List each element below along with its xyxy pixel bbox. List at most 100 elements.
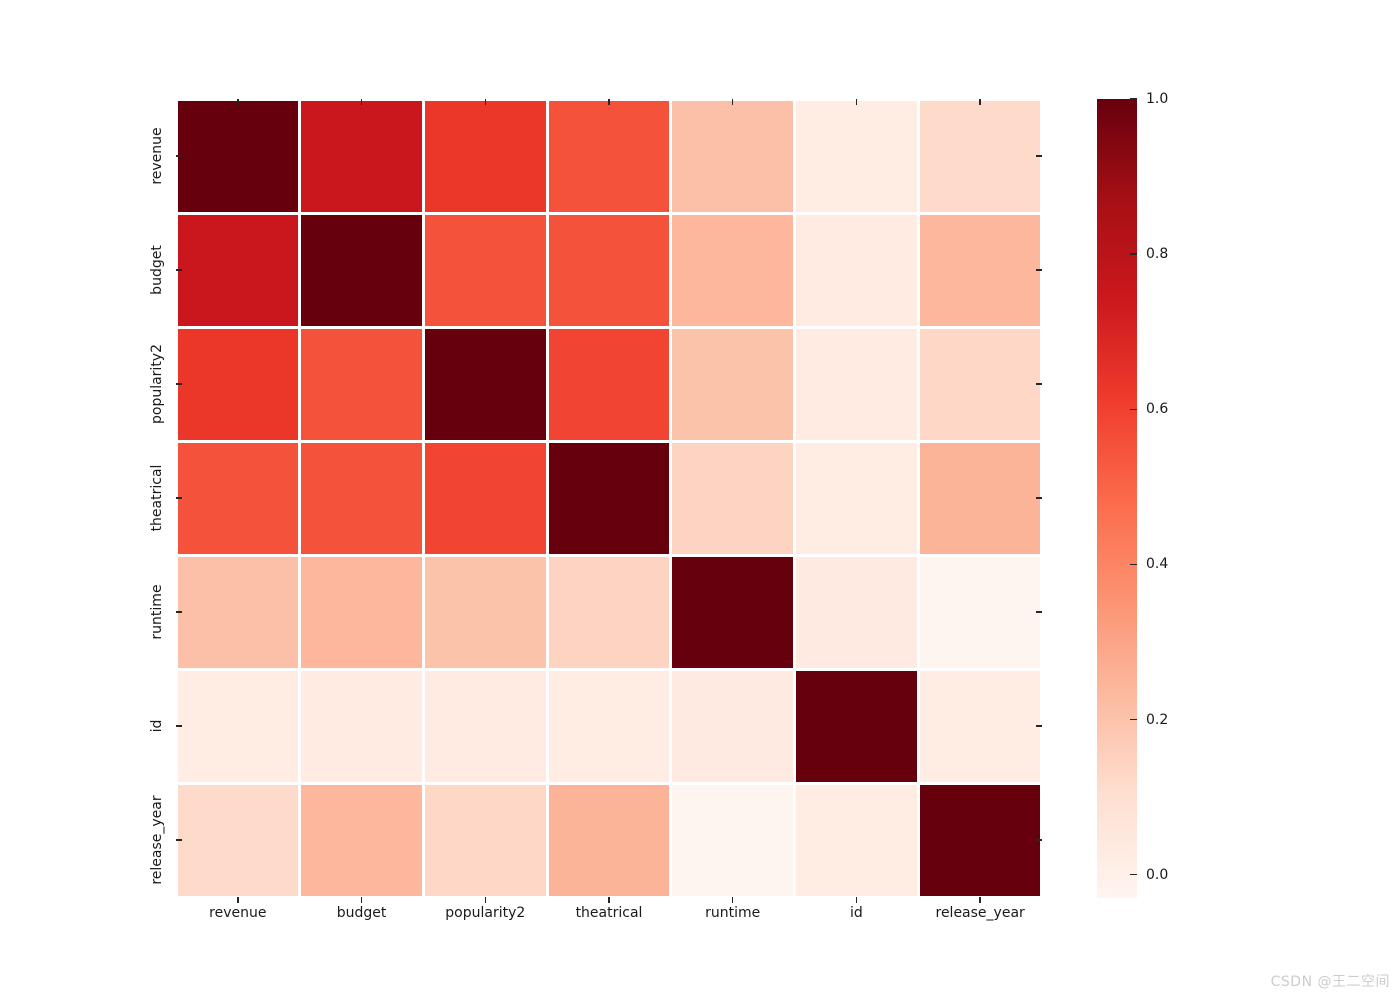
colorbar [1097,99,1137,898]
colorbar-tick [1130,563,1137,566]
heatmap-cell [424,100,546,212]
x-tick-label: runtime [705,905,761,921]
heatmap-cell [672,784,794,896]
heatmap-cell [796,442,917,554]
heatmap-cell [177,670,299,782]
colorbar-tick [1130,98,1137,100]
axis-tick [176,155,182,157]
axis-tick [855,897,858,903]
heatmap-cell [796,784,917,896]
y-tick-label: popularity2 [149,343,165,425]
heatmap-cell [796,328,917,440]
heatmap-cell [301,328,422,440]
watermark: CSDN @王二空间 [1270,974,1390,990]
heatmap-cell [919,784,1041,896]
heatmap-cell [548,556,670,668]
heatmap-cell [177,442,299,554]
axis-tick [176,383,182,385]
colorbar-tick [1130,718,1137,721]
heatmap-cell [548,214,670,326]
heatmap-cell [672,214,794,326]
heatmap-cell [796,670,917,782]
colorbar-tick [1130,408,1137,411]
axis-tick [1036,383,1042,385]
axis-tick [979,99,981,105]
axis-tick [1036,269,1042,271]
heatmap-cell [177,214,299,326]
heatmap-cell [919,328,1041,440]
heatmap-cell [301,556,422,668]
x-tick-label: revenue [209,905,267,921]
colorbar-tick-label: 1.0 [1146,91,1169,107]
axis-tick [176,611,182,613]
heatmap-cell [424,328,546,440]
heatmap-cell [424,442,546,554]
heatmap-cell [301,670,422,782]
axis-tick [1036,725,1042,727]
axis-tick [1036,611,1042,613]
heatmap-cell [672,670,794,782]
axis-tick [608,897,610,903]
heatmap-cell [301,100,422,212]
axis-tick [484,99,487,105]
heatmap-cell [424,214,546,326]
x-tick-label: budget [336,905,387,921]
heatmap-grid [176,99,1042,897]
axis-tick [1036,497,1042,499]
colorbar-tick-label: 0.8 [1146,246,1169,263]
axis-tick [855,99,858,105]
axis-tick [176,725,182,727]
heatmap-cell [301,214,422,326]
heatmap-cell [301,784,422,896]
heatmap-cell [672,556,794,668]
heatmap-cell [177,100,299,212]
heatmap-cell [919,670,1041,782]
axis-tick [237,99,239,105]
heatmap-cell [919,100,1041,212]
colorbar-tick-label: 0.0 [1146,866,1169,883]
heatmap-cell [548,328,670,440]
y-tick-label: release_year [149,795,165,885]
colorbar-tick-label: 0.6 [1146,401,1169,418]
y-tick-label: budget [149,245,165,295]
axis-tick [360,99,363,105]
axis-tick [731,897,734,903]
heatmap-cell [548,442,670,554]
x-tick-label: release_year [935,905,1025,921]
x-tick-label: popularity2 [445,905,526,921]
heatmap-cell [796,556,917,668]
heatmap-cell [548,784,670,896]
heatmap-cell [177,556,299,668]
axis-tick [360,897,363,903]
axis-tick [1036,839,1042,841]
heatmap-cell [424,784,546,896]
heatmap-cell [919,556,1041,668]
y-tick-label: theatrical [149,464,165,532]
colorbar-tick-label: 0.2 [1146,711,1169,728]
colorbar-tick [1130,253,1137,255]
axis-tick [1036,155,1042,157]
colorbar-tick-label: 0.4 [1146,556,1169,573]
heatmap-cell [796,214,917,326]
axis-tick [176,497,182,499]
axis-tick [608,99,610,105]
axis-tick [176,839,182,841]
colorbar-tick [1130,873,1137,876]
y-tick-label: id [149,719,165,733]
heatmap-cell [424,556,546,668]
heatmap-cell [919,442,1041,554]
x-tick-label: id [850,905,863,921]
y-tick-label: runtime [149,584,165,640]
heatmap-cell [548,100,670,212]
x-tick-label: theatrical [575,905,643,921]
heatmap-cell [177,784,299,896]
axis-tick [237,897,239,903]
heatmap-cell [548,670,670,782]
axis-tick [731,99,734,105]
heatmap-cell [672,100,794,212]
heatmap-cell [919,214,1041,326]
heatmap-cell [424,670,546,782]
axis-tick [979,897,981,903]
heatmap-cell [672,442,794,554]
